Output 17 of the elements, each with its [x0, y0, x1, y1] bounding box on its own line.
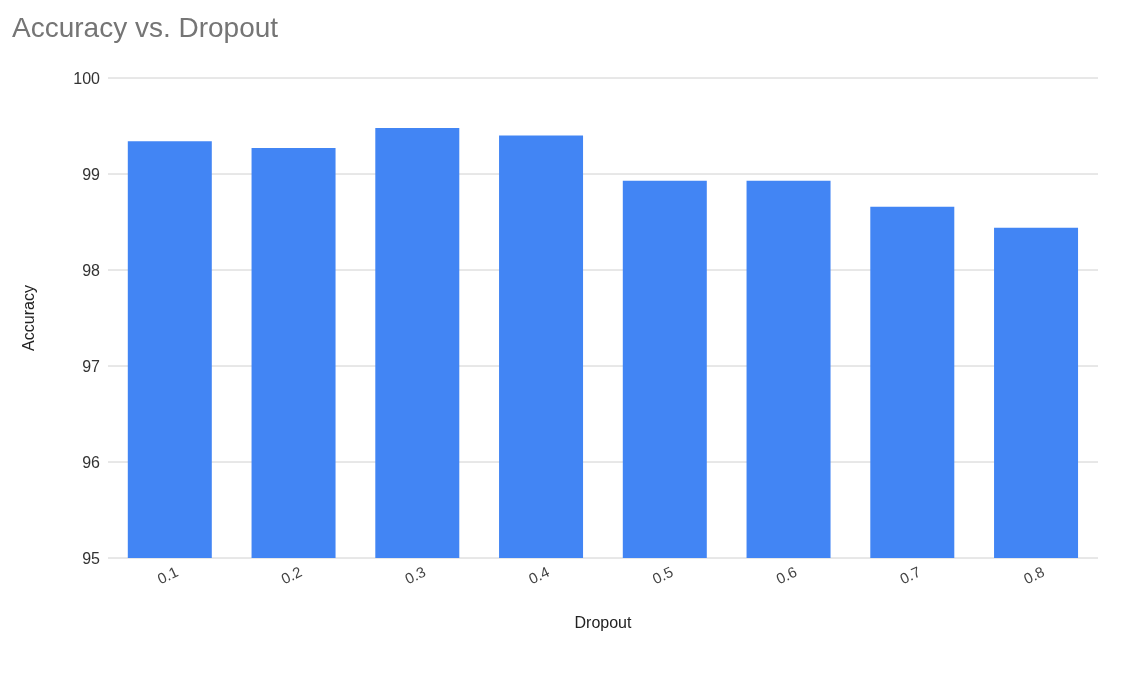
- x-axis-title: Dropout: [574, 614, 633, 631]
- y-tick-label: 99: [82, 165, 101, 183]
- y-tick-label: 97: [82, 357, 101, 375]
- x-tick-label: 0.6: [773, 562, 800, 588]
- y-tick-label: 98: [82, 261, 101, 279]
- y-axis-title: Accuracy: [19, 285, 37, 351]
- chart-title: Accuracy vs. Dropout: [12, 12, 279, 44]
- y-tick-label: 96: [82, 453, 101, 471]
- x-tick-label: 0.8: [1020, 562, 1047, 588]
- x-tick-label: 0.7: [897, 562, 924, 588]
- x-tick-label: 0.2: [278, 562, 305, 588]
- x-tick-label: 0.5: [649, 562, 676, 588]
- y-tick-label: 100: [73, 69, 101, 87]
- x-tick-label: 0.4: [525, 562, 552, 588]
- x-tick-label: 0.1: [154, 562, 181, 588]
- y-tick-label: 95: [82, 549, 101, 567]
- x-tick-label: 0.3: [402, 562, 429, 588]
